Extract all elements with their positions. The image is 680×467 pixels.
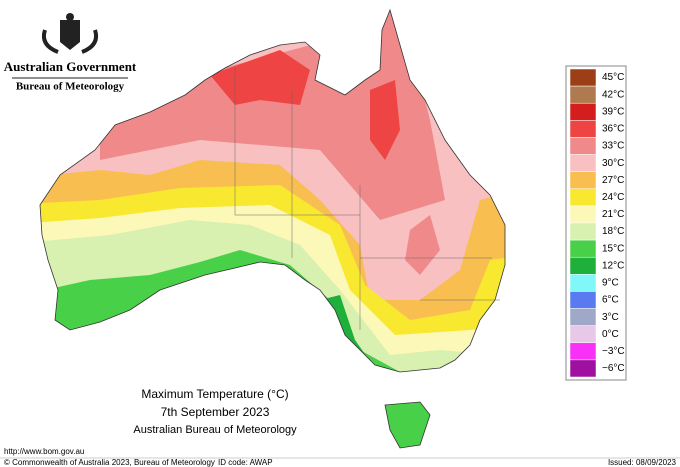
legend: 45°C 42°C 39°C 36°C 33°C 30°C 27°C 24°C 21°C 18°C… <box>569 68 625 378</box>
legend-swatch <box>569 137 597 155</box>
legend-label: −6°C <box>602 363 625 374</box>
legend-swatch <box>569 291 597 309</box>
legend-label: 15°C <box>602 243 624 254</box>
legend-swatch <box>569 205 597 224</box>
government: Australian Government <box>4 59 137 74</box>
legend-label: 24°C <box>602 192 624 203</box>
legend-swatch <box>569 256 597 275</box>
footer-id: ID code: AWAP <box>218 458 273 467</box>
legend-label: 0°C <box>602 329 619 340</box>
legend-label: 36°C <box>602 124 624 135</box>
legend-label: 45°C <box>602 72 624 83</box>
legend-label: 42°C <box>602 89 624 100</box>
legend-swatch <box>569 154 597 172</box>
map-title: Maximum Temperature (°C) <box>141 387 288 401</box>
legend-swatch <box>569 325 597 344</box>
state-borders <box>234 68 500 330</box>
legend-label: 12°C <box>602 260 624 271</box>
legend-swatch <box>569 120 597 138</box>
legend-label: 30°C <box>602 158 624 169</box>
footer-copyright: © Commonwealth of Australia 2023, Bureau… <box>4 458 215 467</box>
coastline <box>39 8 506 449</box>
legend-swatch <box>569 68 597 87</box>
legend-label: 3°C <box>602 312 619 323</box>
legend-swatch <box>569 222 597 241</box>
map-date: 7th September 2023 <box>161 405 270 419</box>
legend-swatch <box>569 85 597 104</box>
legend-swatch <box>569 342 597 361</box>
legend-swatch <box>569 359 597 378</box>
legend-swatch <box>569 239 597 258</box>
legend-swatch <box>569 274 597 292</box>
bureau: Bureau of Meteorology <box>16 81 125 93</box>
legend-swatch <box>569 308 597 326</box>
legend-label: 21°C <box>602 209 624 220</box>
footer-url: http://www.bom.gov.au <box>4 447 84 456</box>
legend-swatch <box>569 102 597 121</box>
legend-label: −3°C <box>602 346 625 357</box>
legend-label: 27°C <box>602 175 624 186</box>
legend-label: 9°C <box>602 278 619 289</box>
footer-issued: Issued: 08/09/2023 <box>608 458 677 467</box>
legend-label: 6°C <box>602 295 619 306</box>
legend-label: 39°C <box>602 106 624 117</box>
crest <box>41 13 99 54</box>
legend-swatch <box>569 188 597 207</box>
legend-label: 18°C <box>602 226 624 237</box>
map-source: Australian Bureau of Meteorology <box>133 424 297 436</box>
legend-label: 33°C <box>602 141 624 152</box>
legend-swatch <box>569 171 597 190</box>
